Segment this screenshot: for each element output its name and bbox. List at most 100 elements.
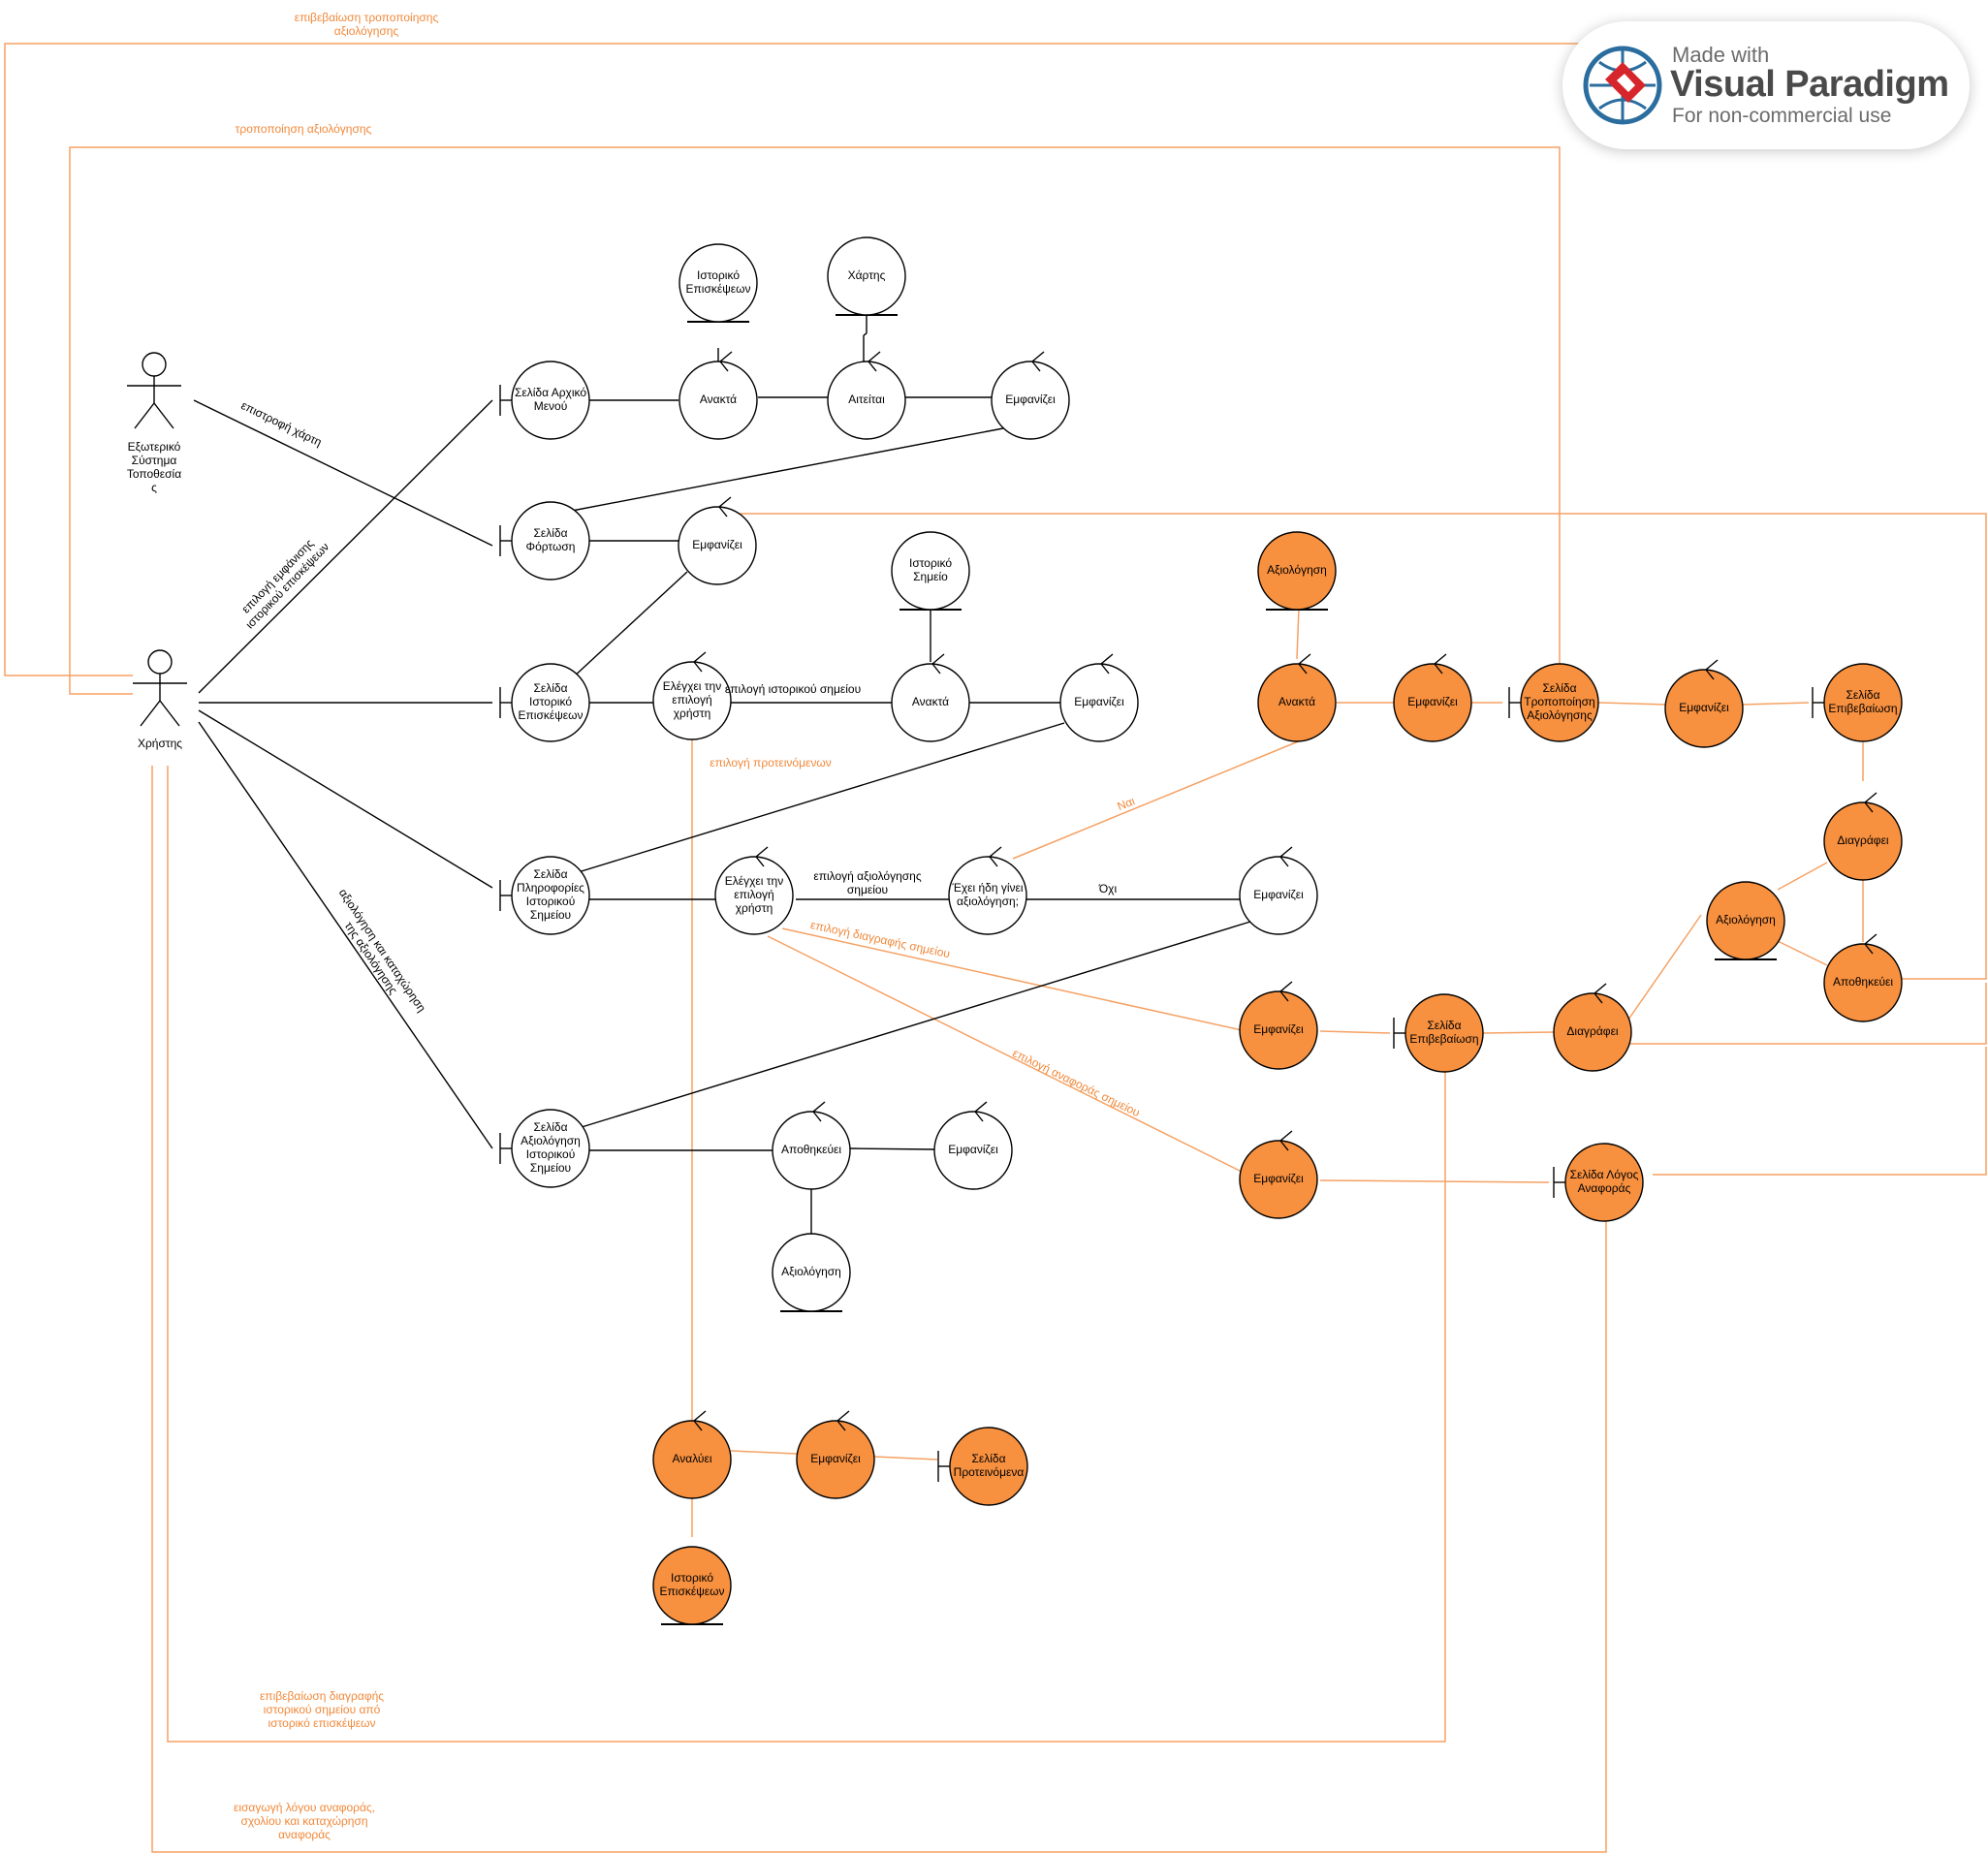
node-label: Εμφανίζει (692, 538, 742, 551)
edge-label-text: Ναι (1116, 794, 1137, 813)
link-user-home (198, 399, 493, 694)
node-label: Αξιολόγηση (1267, 563, 1327, 577)
watermark-made-with: Made with (1672, 43, 1770, 67)
node-o-modpage: Σελίδα Τροποποίηση Αξιολόγησης (1508, 663, 1599, 742)
node-label: Σελίδα Τροποποίηση Αξιολόγησης (1524, 681, 1594, 722)
node-label: Εμφανίζει (1005, 393, 1056, 406)
node-n-show2: Εμφανίζει (678, 496, 757, 585)
edge-label-confirm-delete: επιβεβαίωση διαγραφής ιστορικού σημείου α… (260, 1689, 384, 1730)
node-n-show1: Εμφανίζει (991, 351, 1070, 440)
edge-label-text: επιλογή προτεινόμενων (710, 756, 831, 769)
edge-label-select-recommended: επιλογή προτεινόμενων (710, 756, 831, 769)
node-label: Εμφανίζει (1253, 888, 1304, 901)
edge-label-no: Όχι (1098, 882, 1118, 895)
node-label: Σελίδα Αξιολόγηση Ιστορικού Σημείου (521, 1120, 581, 1175)
node-n-check2: Ελέγχει την επιλογή χρήστη (714, 846, 794, 935)
node-o-show2: Εμφανίζει (1664, 659, 1744, 748)
node-n-loading: Σελίδα Φόρτωση (499, 501, 590, 581)
node-label: Σελίδα Ιστορικό Επισκέψεων (519, 681, 584, 722)
node-label: Ιστορικό Επισκέψεων (686, 268, 751, 296)
edge-label-text: τροποποίηση αξιολόγησης (236, 122, 372, 136)
edge-label-text: επιβεβαίωση διαγραφής ιστορικού σημείου α… (260, 1689, 384, 1730)
node-label: Εμφανίζει (810, 1452, 861, 1465)
node-o-rating3: Αξιολόγηση (1706, 881, 1785, 960)
node-label: Αναλύει (672, 1452, 711, 1465)
node-label: Ανακτά (700, 393, 737, 406)
link-external-loading (193, 399, 493, 547)
watermark-brand: Visual Paradigm (1670, 64, 1949, 105)
node-label: Σελίδα Επιβεβαίωση (1828, 688, 1897, 715)
node-n-show5: Εμφανίζει (933, 1101, 1013, 1190)
connector-report-entry (151, 766, 1607, 1853)
node-label: Σελίδα Αρχικό Μενού (515, 386, 586, 413)
node-label: Αξιολόγηση (781, 1265, 841, 1278)
edge-label-show-history: επιλογή εμφάνισηςιστορικού επισκέψεων (238, 536, 331, 631)
link-user-info (198, 709, 493, 889)
node-o-show5: Εμφανίζει (796, 1410, 875, 1499)
connector-confirm-delete (167, 766, 1446, 1743)
node-n-hist1: Ιστορικό Επισκέψεων (678, 243, 758, 323)
node-label: Αποθηκεύει (1833, 975, 1893, 989)
connector-delete-point (781, 927, 1243, 1031)
node-label: Χάρτης (848, 268, 886, 282)
edge-label-report-entry: εισαγωγή λόγου αναφοράς, σχολίου και κατα… (234, 1801, 375, 1841)
node-label: Έχει ήδη γίνει αξιολόγηση; (951, 881, 1023, 908)
node-label: Αποθηκεύει (781, 1143, 841, 1156)
node-n-home: Σελίδα Αρχικό Μενού (499, 361, 590, 440)
watermark-license: For non-commercial use (1672, 105, 1892, 127)
node-o-analyze: Αναλύει (652, 1410, 732, 1499)
actor-label: Χρήστης (138, 737, 182, 750)
edge-label-text: επιλογή ιστορικού σημείου (725, 682, 861, 696)
node-label: Σελίδα Λόγος Αναφοράς (1570, 1168, 1639, 1195)
node-n-check1: Ελέγχει την επιλογή χρήστη (652, 651, 732, 740)
node-label: Αιτείται (848, 393, 885, 406)
node-label: Εμφανίζει (1407, 695, 1458, 708)
edge-label-text: αξιολόγηση και καταχώρησητης αξιολόγησης (325, 887, 428, 1022)
node-label: Διαγράφει (1837, 833, 1889, 847)
actor-external-system: Εξωτερικό Σύστημα Τοποθεσία ς (127, 352, 181, 494)
node-label: Ελέγχει την επιλογή χρήστη (663, 679, 721, 720)
node-n-already: Έχει ήδη γίνει αξιολόγηση; (948, 846, 1027, 935)
node-label: Ανακτά (1278, 695, 1315, 708)
node-label: Ελέγχει την επιλογή χρήστη (725, 874, 783, 915)
node-o-retrieve: Ανακτά (1257, 653, 1337, 742)
node-label: Σελίδα Πληροφορίες Ιστορικού Σημείου (517, 867, 584, 922)
node-n-histpage: Σελίδα Ιστορικό Επισκέψεων (499, 663, 590, 742)
edge-label-rate-store: αξιολόγηση και καταχώρησητης αξιολόγησης (325, 887, 429, 1022)
connector-modification (69, 146, 1561, 695)
node-label: Αξιολόγηση (1716, 913, 1776, 926)
connector-show-frame (735, 513, 1987, 980)
node-label: Σελίδα Προτεινόμενα (954, 1452, 1025, 1479)
node-o-show1: Εμφανίζει (1393, 653, 1472, 742)
node-o-show4: Εμφανίζει (1239, 1130, 1318, 1219)
edge-label-text: Όχι (1098, 882, 1118, 895)
globe-logo-icon (1583, 46, 1662, 125)
node-n-show4: Εμφανίζει (1239, 846, 1318, 935)
node-n-retrieve2: Ανακτά (891, 653, 970, 742)
node-n-request: Αιτείται (827, 351, 906, 440)
actor-user: Χρήστης (133, 649, 187, 750)
node-o-save: Αποθηκεύει (1823, 933, 1903, 1022)
node-o-delete1: Διαγράφει (1823, 792, 1903, 881)
node-label: Διαγράφει (1566, 1024, 1619, 1038)
node-n-map: Χάρτης (827, 236, 906, 316)
edge-label-yes: Ναι (1116, 794, 1137, 813)
link-user-rating (198, 721, 493, 1149)
node-n-save1: Αποθηκεύει (772, 1101, 851, 1190)
node-o-confpage2: Σελίδα Επιβεβαίωση (1393, 993, 1484, 1073)
node-label: Ιστορικό Επισκέψεων (660, 1571, 725, 1598)
node-label: Σελίδα Επιβεβαίωση (1409, 1019, 1478, 1046)
node-label: Εμφανίζει (1074, 695, 1124, 708)
node-n-infopage: Σελίδα Πληροφορίες Ιστορικού Σημείου (499, 856, 590, 935)
node-label: Εμφανίζει (1253, 1022, 1304, 1036)
connector-yes (1012, 739, 1302, 860)
node-label: Εμφανίζει (1253, 1172, 1304, 1185)
node-o-recpage: Σελίδα Προτεινόμενα (937, 1427, 1028, 1506)
node-label: Σελίδα Φόρτωση (526, 526, 576, 553)
node-n-ratepage: Σελίδα Αξιολόγηση Ιστορικού Σημείου (499, 1109, 590, 1188)
node-label: Εμφανίζει (948, 1143, 998, 1156)
node-n-histpoint: Ιστορικό Σημείο (891, 531, 970, 611)
node-n-retrieve1: Ανακτά (678, 351, 758, 440)
node-o-confpage1: Σελίδα Επιβεβαίωση (1812, 663, 1903, 742)
